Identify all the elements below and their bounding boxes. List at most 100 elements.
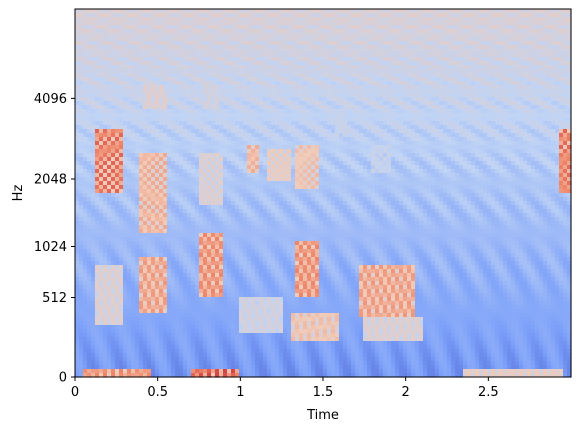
spectrogram-cell: [431, 109, 436, 114]
spectrogram-cell: [431, 81, 436, 86]
spectrogram-cell: [371, 153, 376, 158]
spectrogram-cell: [491, 17, 496, 22]
spectrogram-cell: [131, 29, 136, 34]
spectrogram-cell: [283, 45, 288, 50]
spectrogram-cell: [151, 117, 156, 122]
spectrogram-cell: [291, 153, 296, 158]
spectrogram-cell: [523, 157, 528, 162]
spectrogram-cell: [203, 53, 208, 58]
spectrogram-cell: [99, 49, 104, 54]
spectrogram-cell: [367, 53, 372, 58]
spectrogram-cell: [423, 141, 428, 146]
spectrogram-cell: [259, 145, 264, 150]
spectrogram-cell: [155, 33, 160, 38]
spectrogram-cell: [315, 29, 320, 34]
spectrogram-cell: [507, 129, 512, 134]
spectrogram-cell: [91, 125, 96, 130]
spectrogram-cell: [555, 105, 560, 110]
spectrogram-cell: [175, 137, 180, 142]
spectrogram-cell: [235, 157, 240, 162]
spectrogram-cell: [347, 89, 352, 94]
spectrogram-cell: [163, 61, 168, 66]
spectrogram-cell: [271, 29, 276, 34]
spectrogram-cell: [151, 133, 156, 138]
spectrogram-cell: [295, 13, 300, 18]
spectrogram-cell: [351, 61, 356, 66]
spectrogram-cell: [379, 165, 384, 170]
spectrogram-cell: [515, 85, 520, 90]
spectrogram-cell: [463, 121, 468, 126]
spectrogram-cell: [523, 125, 528, 130]
spectrogram-cell: [95, 121, 100, 126]
spectrogram-cell: [251, 33, 256, 38]
spectrogram-cell: [535, 69, 540, 74]
spectrogram-cell: [179, 101, 184, 106]
spectrogram-cell: [267, 37, 272, 42]
spectrogram-cell: [111, 57, 116, 62]
spectrogram-cell: [307, 37, 312, 42]
spectrogram-cell: [283, 49, 288, 54]
spectrogram-cell: [295, 45, 300, 50]
spectrogram-cell: [103, 17, 108, 22]
spectrogram-cell: [291, 29, 296, 34]
spectrogram-cell: [127, 29, 132, 34]
spectrogram-cell: [415, 117, 420, 122]
spectrogram-cell: [355, 49, 360, 54]
spectrogram-cell: [199, 149, 204, 154]
spectrogram-cell: [83, 17, 88, 22]
spectrogram-cell: [471, 157, 476, 162]
spectrogram-cell: [323, 57, 328, 62]
spectrogram-cell: [203, 161, 208, 166]
spectrogram-cell: [91, 41, 96, 46]
spectrogram-cell: [567, 65, 572, 70]
spectrogram-cell: [139, 29, 144, 34]
spectrogram-cell: [99, 117, 104, 122]
spectrogram-cell: [247, 41, 252, 46]
spectrogram-cell: [179, 21, 184, 26]
spectrogram-cell: [279, 13, 284, 18]
spectrogram-cell: [331, 153, 336, 158]
spectrogram-cell: [395, 89, 400, 94]
spectrogram-cell: [303, 105, 308, 110]
spectrogram-cell: [211, 117, 216, 122]
spectrogram-cell: [187, 161, 192, 166]
spectrogram-cell: [335, 153, 340, 158]
spectrogram-cell: [491, 109, 496, 114]
spectrogram-cell: [151, 69, 156, 74]
spectrogram-cell: [443, 53, 448, 58]
spectrogram-cell: [263, 77, 268, 82]
spectrogram-cell: [335, 45, 340, 50]
spectrogram-cell: [199, 109, 204, 114]
spectrogram-cell: [123, 45, 128, 50]
spectrogram-cell: [387, 165, 392, 170]
spectrogram-cell: [427, 101, 432, 106]
spectrogram-cell: [375, 45, 380, 50]
spectrogram-cell: [535, 89, 540, 94]
spectrogram-cell: [95, 97, 100, 102]
spectrogram-cell: [543, 85, 548, 90]
spectrogram-cell: [359, 17, 364, 22]
spectrogram-cell: [303, 85, 308, 90]
spectrogram-cell: [127, 149, 132, 154]
spectrogram-cell: [351, 21, 356, 26]
spectrogram-cell: [143, 85, 148, 90]
spectrogram-cell: [275, 53, 280, 58]
spectrogram-cell: [503, 69, 508, 74]
spectrogram-cell: [127, 73, 132, 78]
spectrogram-cell: [315, 125, 320, 130]
spectrogram-cell: [147, 9, 152, 14]
spectrogram-cell: [139, 65, 144, 70]
spectrogram-cell: [135, 133, 140, 138]
spectrogram-cell: [223, 33, 228, 38]
spectrogram-cell: [355, 149, 360, 154]
spectrogram-cell: [227, 161, 232, 166]
spectrogram-cell: [171, 141, 176, 146]
spectrogram-cell: [367, 25, 372, 30]
spectrogram-cell: [199, 61, 204, 66]
spectrogram-cell: [339, 161, 344, 166]
spectrogram-cell: [511, 61, 516, 66]
spectrogram-cell: [295, 77, 300, 82]
spectrogram-cell: [99, 133, 104, 138]
spectrogram-cell: [563, 145, 568, 150]
spectrogram-cell: [323, 13, 328, 18]
